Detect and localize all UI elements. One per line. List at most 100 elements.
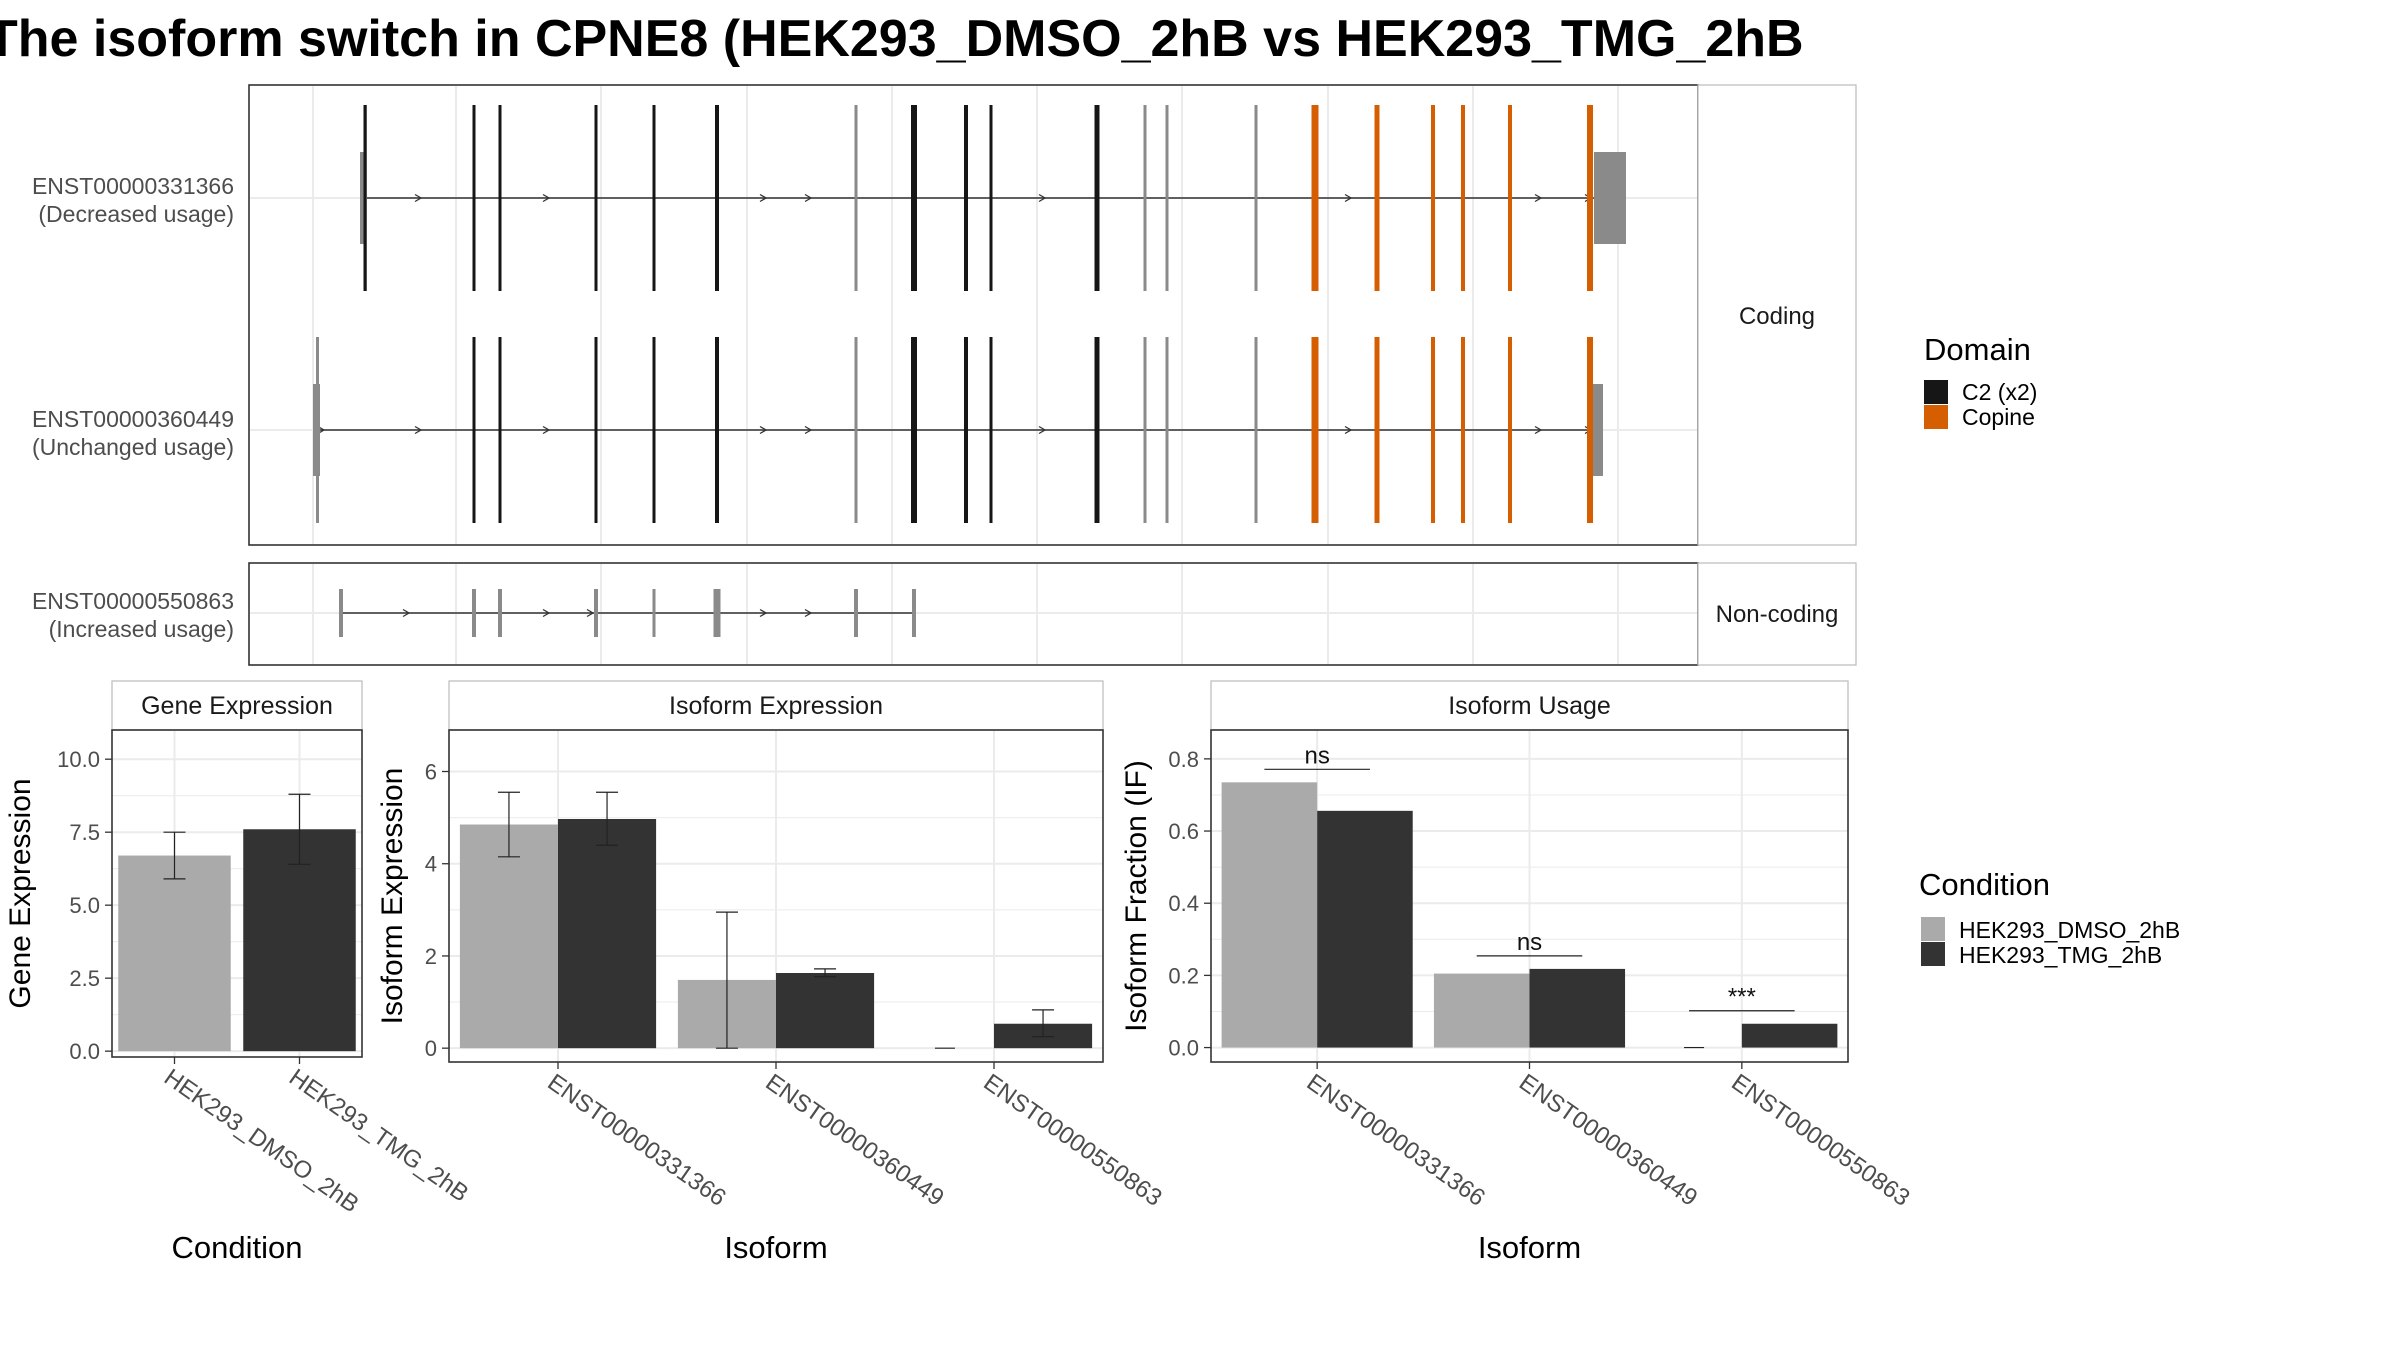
bar: [558, 818, 657, 1049]
copine-domain-exon: [1461, 337, 1465, 523]
x-tick-label: ENST00000331366: [1302, 1069, 1490, 1212]
utr-exon: [1254, 105, 1258, 291]
utr-exon: [498, 589, 502, 637]
y-tick-label: 4: [425, 852, 437, 877]
strand-arrow: [414, 193, 423, 203]
utr-exon: [1165, 337, 1169, 523]
c2-domain-exon: [715, 337, 719, 523]
y-tick-label: 0.4: [1168, 891, 1199, 916]
strand-arrow: [804, 425, 813, 435]
significance-label: ***: [1728, 984, 1756, 1011]
domain-legend-key-c2: [1924, 380, 1948, 404]
isoform-label-usage: (Increased usage): [49, 616, 234, 642]
strand-arrow: [542, 193, 551, 203]
copine-domain-exon: [1311, 337, 1319, 523]
coding-strip-label: Coding: [1739, 303, 1815, 330]
copine-domain-exon: [1461, 105, 1465, 291]
copine-domain-exon: [1508, 337, 1512, 523]
utr-exon: [1594, 152, 1626, 244]
c2-domain-exon: [964, 105, 968, 291]
domain-legend: Domain C2 (x2) Copine: [1924, 332, 2037, 430]
domain-legend-label: Copine: [1962, 404, 2035, 430]
bar: [1221, 782, 1318, 1048]
strand-arrow: [1344, 425, 1353, 435]
coding-strip: [1697, 84, 1857, 546]
utr-exon: [652, 589, 656, 637]
utr-exon: [854, 337, 858, 523]
condition-legend-label: HEK293_TMG_2hB: [1959, 942, 2162, 968]
isoform-label-usage: (Decreased usage): [38, 201, 234, 227]
copine-domain-exon: [1508, 105, 1512, 291]
utr-exon: [713, 589, 721, 637]
y-tick-label: 0.2: [1168, 963, 1199, 988]
y-tick-label: 0.8: [1168, 747, 1199, 772]
y-tick-label: 0.0: [1168, 1036, 1199, 1061]
copine-domain-exon: [1587, 337, 1593, 523]
bar: [1433, 973, 1530, 1048]
copine-domain-exon: [1431, 337, 1435, 523]
domain-legend-key-copine: [1924, 405, 1948, 429]
strand-arrow: [1038, 193, 1047, 203]
x-tick-label: ENST00000331366: [543, 1069, 731, 1212]
x-axis-title: Condition: [172, 1230, 303, 1265]
significance-label: ns: [1304, 742, 1329, 769]
condition-legend: Condition HEK293_DMSO_2hB HEK293_TMG_2hB: [1919, 867, 2180, 968]
x-tick-label: ENST00000550863: [979, 1069, 1167, 1212]
c2-domain-exon: [1094, 105, 1100, 291]
domain-legend-label: C2 (x2): [1962, 379, 2037, 405]
strand-arrow: [804, 193, 813, 203]
utr-exon: [1143, 337, 1147, 523]
c2-domain-exon: [498, 105, 502, 291]
y-axis-title: Isoform Expression: [376, 768, 409, 1025]
utr-exon: [594, 589, 598, 637]
c2-domain-exon: [964, 337, 968, 523]
c2-domain-exon: [594, 105, 598, 291]
strand-arrow: [1344, 193, 1353, 203]
y-tick-label: 2.5: [69, 966, 100, 991]
c2-domain-exon: [911, 105, 917, 291]
x-tick-label: ENST00000550863: [1726, 1069, 1914, 1212]
isoform-label-id: ENST00000360449: [32, 406, 234, 432]
noncoding-strip: [1697, 562, 1857, 666]
bar: [776, 973, 875, 1049]
condition-legend-key-tmg: [1921, 942, 1945, 966]
strand-arrow: [759, 425, 768, 435]
y-tick-label: 0.0: [69, 1039, 100, 1064]
y-axis-title: Isoform Fraction (IF): [1120, 760, 1153, 1032]
c2-domain-exon: [472, 337, 476, 523]
c2-domain-exon: [472, 105, 476, 291]
y-tick-label: 0: [425, 1036, 437, 1061]
strand-arrow: [1534, 193, 1543, 203]
copine-domain-exon: [1374, 337, 1380, 523]
c2-domain-exon: [989, 337, 993, 523]
bar: [459, 824, 558, 1049]
significance-label: ns: [1517, 929, 1542, 956]
utr-exon: [854, 589, 858, 637]
panel-strip: [448, 680, 1104, 731]
utr-exon: [316, 337, 319, 523]
transcript-tracks: [313, 105, 1626, 637]
bar: [1529, 968, 1626, 1048]
noncoding-strip-label: Non-coding: [1716, 601, 1839, 628]
c2-domain-exon: [498, 337, 502, 523]
copine-domain-exon: [1587, 105, 1593, 291]
utr-exon: [360, 152, 365, 244]
strand-arrow: [542, 425, 551, 435]
panel-title: Isoform Usage: [1448, 692, 1611, 720]
y-tick-label: 5.0: [69, 893, 100, 918]
panel-frame: [111, 729, 363, 1058]
panel-strip: [111, 680, 363, 731]
utr-exon: [912, 589, 916, 637]
copine-domain-exon: [1374, 105, 1380, 291]
strand-arrow: [542, 608, 551, 618]
strand-arrow: [1534, 425, 1543, 435]
c2-domain-exon: [652, 105, 656, 291]
y-tick-label: 0.6: [1168, 819, 1199, 844]
c2-domain-exon: [594, 337, 598, 523]
strand-arrow: [402, 608, 411, 618]
x-tick-label: ENST00000360449: [761, 1069, 949, 1212]
utr-exon: [1143, 105, 1147, 291]
utr-exon: [339, 589, 343, 637]
utr-exon: [1593, 384, 1603, 476]
